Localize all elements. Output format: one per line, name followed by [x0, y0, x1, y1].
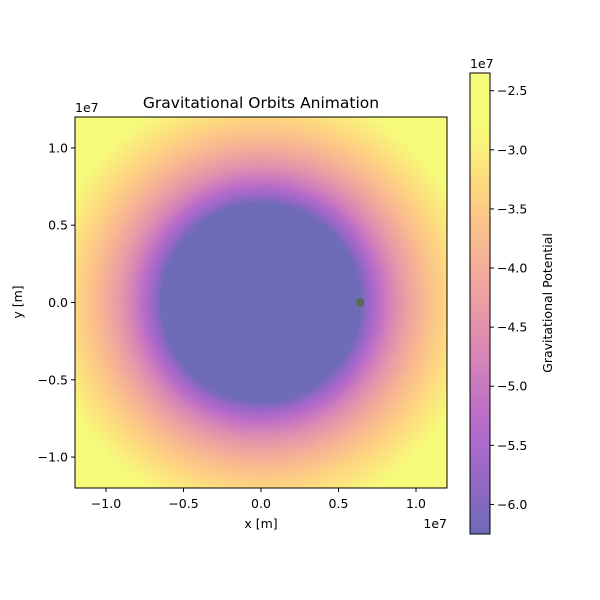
y-axis-scale-label: 1e7 [75, 100, 99, 115]
colorbar-label: Gravitational Potential [540, 233, 555, 373]
y-tick-label: 0.0 [48, 295, 68, 310]
x-axis-scale-label: 1e7 [423, 516, 447, 531]
colorbar-tick-label: −6.0 [497, 497, 527, 512]
colorbar-tick-label: −2.5 [497, 83, 527, 98]
x-axis-label: x [m] [244, 516, 277, 531]
colorbar-tick-label: −3.5 [497, 201, 527, 216]
y-axis: −1.0 −0.5 0.0 0.5 1.0 [38, 140, 75, 465]
y-tick-label: −0.5 [38, 372, 68, 387]
x-tick-label: 0.0 [251, 496, 271, 511]
plot-area [74, 116, 448, 489]
colorbar-tick-label: −5.0 [497, 379, 527, 394]
potential-heatmap [75, 117, 447, 488]
colorbar-gradient [470, 73, 490, 534]
y-tick-label: 1.0 [48, 140, 68, 155]
colorbar: −6.0 −5.5 −5.0 −4.5 −4.0 −3.5 −3.0 −2.5 1e7 Gra… [469, 56, 555, 535]
y-tick-label: 0.5 [48, 218, 68, 233]
x-tick-label: −0.5 [168, 496, 198, 511]
chart-title: Gravitational Orbits Animation [143, 94, 379, 112]
x-tick-label: 0.5 [329, 496, 349, 511]
colorbar-tick-label: −5.5 [497, 438, 527, 453]
colorbar-tick-label: −4.5 [497, 320, 527, 335]
colorbar-ticks: −6.0 −5.5 −5.0 −4.5 −4.0 −3.5 −3.0 −2.5 [490, 83, 527, 512]
colorbar-frame [469, 72, 491, 535]
colorbar-tick-label: −4.0 [497, 261, 527, 276]
y-tick-label: −1.0 [38, 450, 68, 465]
y-axis-label: y [m] [10, 285, 25, 318]
x-tick-label: 1.0 [406, 496, 426, 511]
orbiting-body-point [356, 298, 365, 307]
x-tick-label: −1.0 [91, 496, 121, 511]
x-axis: −1.0 −0.5 0.0 0.5 1.0 [91, 488, 426, 511]
colorbar-tick-label: −3.0 [497, 142, 527, 157]
colorbar-scale-label: 1e7 [470, 56, 494, 71]
